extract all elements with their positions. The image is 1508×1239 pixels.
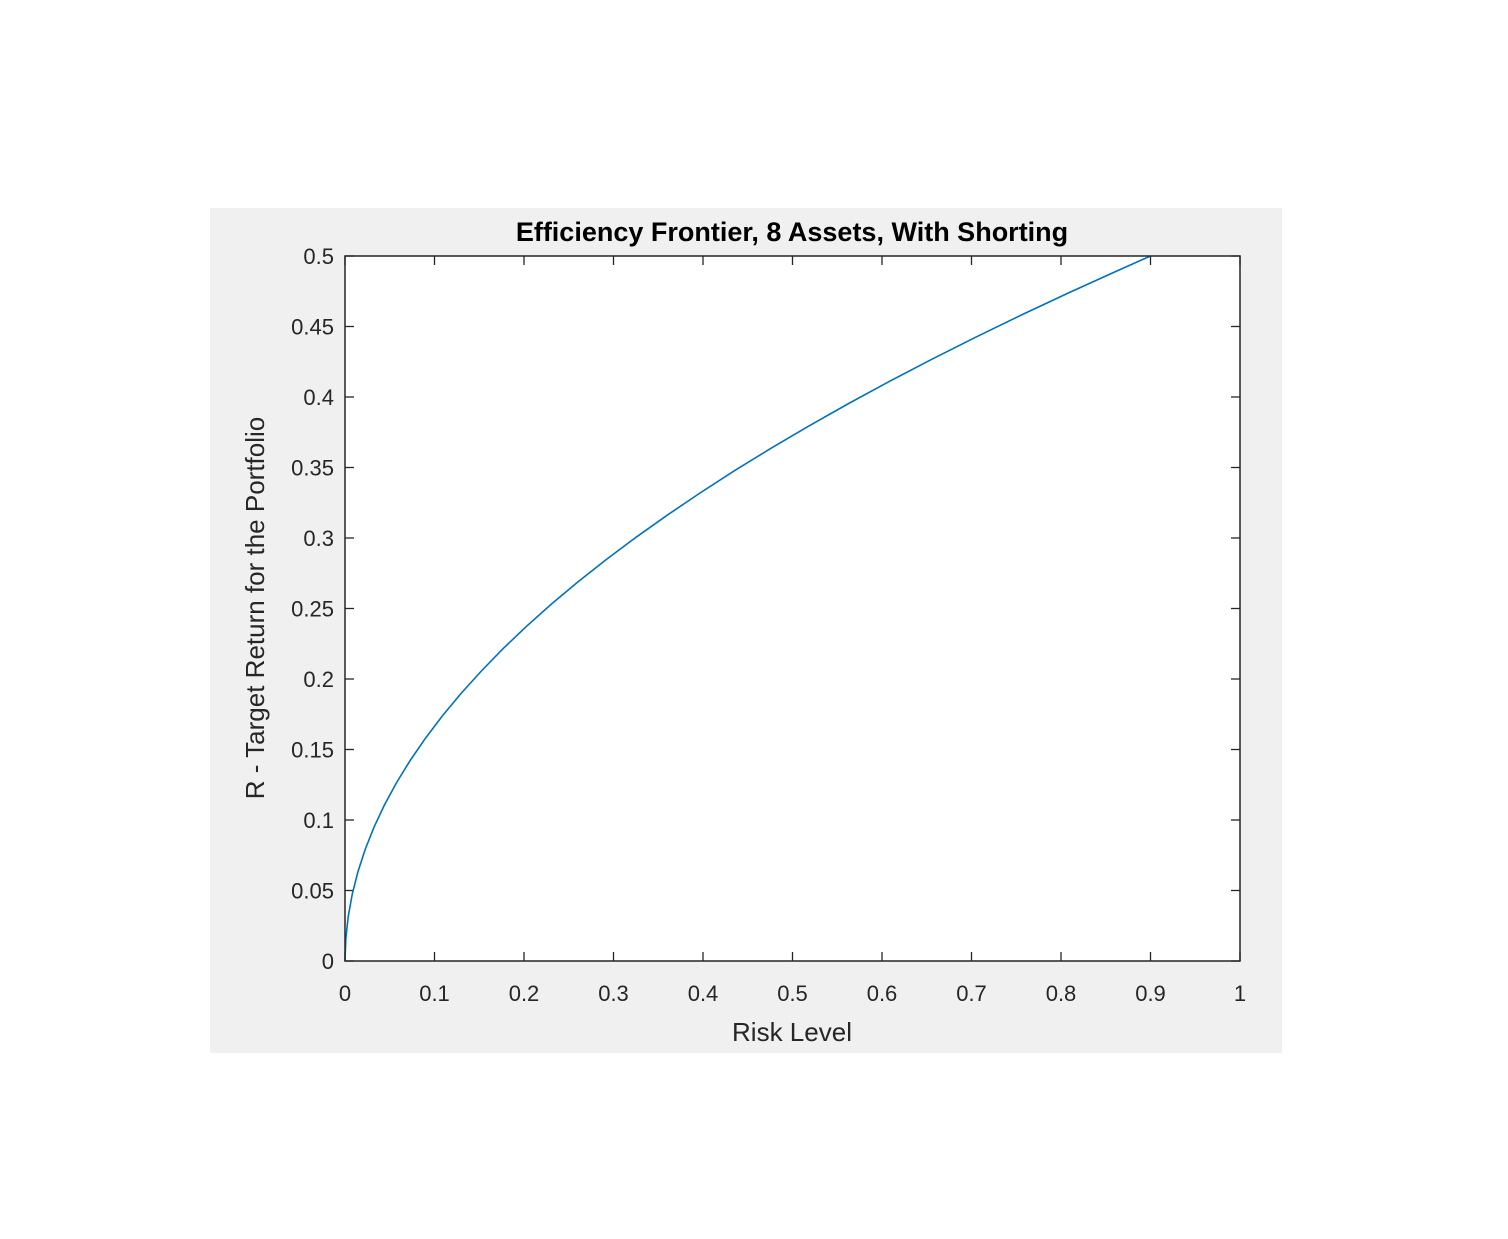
x-tick-label: 0.9	[1135, 981, 1166, 1006]
x-tick-label: 0.1	[419, 981, 450, 1006]
y-tick-label: 0.5	[303, 244, 334, 269]
axes-box	[344, 255, 1241, 962]
y-tick-labels: 0 0.05 0.1 0.15 0.2 0.25 0.3 0.35 0.4 0.45 0.5	[291, 244, 334, 974]
y-tick-label: 0	[322, 949, 334, 974]
x-tick-label: 0.5	[777, 981, 808, 1006]
y-tick-label: 0.25	[291, 597, 334, 622]
x-tick-label: 0.4	[688, 981, 719, 1006]
plot-area	[345, 256, 1240, 961]
y-tick-label: 0.2	[303, 667, 334, 692]
y-tick-label: 0.15	[291, 738, 334, 763]
x-tick-label: 1	[1234, 981, 1246, 1006]
y-tick-label: 0.05	[291, 879, 334, 904]
series-line	[344, 255, 1151, 962]
y-tick-label: 0.45	[291, 315, 334, 340]
x-tick-label: 0	[339, 981, 351, 1006]
x-tick-label: 0.8	[1046, 981, 1077, 1006]
x-tick-labels: 0 0.1 0.2 0.3 0.4 0.5 0.6 0.7 0.8 0.9 1	[339, 981, 1246, 1006]
y-tick-label: 0.4	[303, 385, 334, 410]
chart-title: Efficiency Frontier, 8 Assets, With Shor…	[516, 217, 1068, 247]
y-tick-label: 0.3	[303, 526, 334, 551]
x-tick-label: 0.6	[867, 981, 898, 1006]
y-axis-label: R - Target Return for the Portfolio	[240, 417, 270, 799]
x-axis-label: Risk Level	[732, 1017, 852, 1047]
x-tick-label: 0.3	[598, 981, 629, 1006]
y-tick-label: 0.1	[303, 808, 334, 833]
y-tick-label: 0.35	[291, 456, 334, 481]
x-tick-label: 0.2	[509, 981, 540, 1006]
x-tick-label: 0.7	[956, 981, 987, 1006]
